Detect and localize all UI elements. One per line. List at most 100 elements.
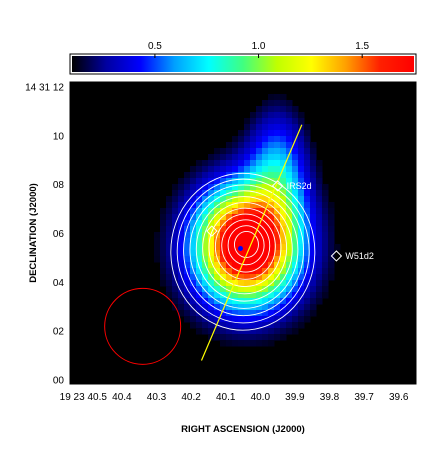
heatmap-cell (220, 334, 227, 341)
heatmap-cell (208, 304, 215, 311)
heatmap-cell (280, 328, 287, 335)
heatmap-cell (286, 232, 293, 239)
heatmap-cell (304, 208, 311, 215)
heatmap-cell (250, 232, 257, 239)
heatmap-cell (202, 328, 209, 335)
heatmap-cell (286, 178, 293, 185)
heatmap-cell (268, 154, 275, 161)
heatmap-cell (256, 340, 263, 347)
heatmap-cell (244, 322, 251, 329)
heatmap-cell (202, 238, 209, 245)
heatmap-cell (310, 238, 317, 245)
heatmap-cell (328, 202, 335, 209)
heatmap-cell (244, 130, 251, 137)
heatmap-cell (262, 280, 269, 287)
heatmap-cell (262, 328, 269, 335)
heatmap-cell (244, 214, 251, 221)
heatmap-cell (226, 340, 233, 347)
colorbar-tick-label: 1.0 (252, 41, 266, 52)
heatmap-cell (298, 238, 305, 245)
heatmap-cell (178, 214, 185, 221)
heatmap-cell (232, 340, 239, 347)
heatmap-cell (220, 298, 227, 305)
heatmap-cell (232, 286, 239, 293)
heatmap-cell (190, 184, 197, 191)
heatmap-cell (292, 286, 299, 293)
heatmap-cell (280, 214, 287, 221)
heatmap-cell (220, 280, 227, 287)
heatmap-cell (268, 250, 275, 257)
heatmap-cell (268, 100, 275, 107)
heatmap-cell (226, 298, 233, 305)
heatmap-cell (256, 286, 263, 293)
heatmap-cell (268, 106, 275, 113)
heatmap-cell (196, 310, 203, 317)
heatmap-cell (220, 148, 227, 155)
heatmap-cell (250, 142, 257, 149)
heatmap-cell (250, 334, 257, 341)
heatmap-cell (286, 250, 293, 257)
heatmap-cell (232, 220, 239, 227)
heatmap-cell (274, 94, 281, 101)
heatmap-cell (184, 214, 191, 221)
heatmap-cell (304, 190, 311, 197)
heatmap-cell (286, 202, 293, 209)
heatmap-cell (292, 112, 299, 119)
heatmap-cell (322, 280, 329, 287)
heatmap-cell (190, 214, 197, 221)
heatmap-cell (208, 274, 215, 281)
heatmap-cell (280, 334, 287, 341)
heatmap-cell (172, 280, 179, 287)
heatmap-cell (172, 226, 179, 233)
heatmap-cell (208, 226, 215, 233)
heatmap-cell (256, 304, 263, 311)
heatmap-cell (238, 316, 245, 323)
heatmap-cell (238, 274, 245, 281)
heatmap-cell (166, 244, 173, 251)
heatmap-cell (280, 154, 287, 161)
heatmap-cell (322, 292, 329, 299)
heatmap-cell (184, 184, 191, 191)
heatmap-cell (196, 256, 203, 263)
heatmap-cell (202, 250, 209, 257)
heatmap-cell (238, 304, 245, 311)
heatmap-cell (262, 226, 269, 233)
heatmap-cell (178, 298, 185, 305)
heatmap-cell (298, 142, 305, 149)
source-marker (206, 225, 218, 237)
heatmap-cell (310, 214, 317, 221)
heatmap-cell (250, 238, 257, 245)
heatmap-cell (202, 310, 209, 317)
peak-marker (237, 245, 243, 251)
heatmap-cell (256, 274, 263, 281)
heatmap-cell (250, 178, 257, 185)
heatmap-cell (244, 304, 251, 311)
heatmap-cell (298, 226, 305, 233)
heatmap-cell (268, 136, 275, 143)
heatmap-cell (274, 142, 281, 149)
heatmap-cell (286, 208, 293, 215)
heatmap-cell (292, 232, 299, 239)
heatmap-cell (202, 268, 209, 275)
heatmap-cell (292, 274, 299, 281)
heatmap-cell (220, 256, 227, 263)
heatmap-cell (208, 166, 215, 173)
heatmap-cell (190, 232, 197, 239)
heatmap-cell (328, 256, 335, 263)
heatmap-cell (244, 148, 251, 155)
heatmap-cell (238, 328, 245, 335)
heatmap-cell (250, 154, 257, 161)
heatmap-cell (172, 292, 179, 299)
heatmap-cell (286, 268, 293, 275)
heatmap-cell (244, 178, 251, 185)
heatmap-cell (316, 286, 323, 293)
heatmap-cell (232, 310, 239, 317)
heatmap-cell (292, 130, 299, 137)
heatmap-cell (292, 160, 299, 167)
contour-level (234, 231, 259, 258)
heatmap-cell (250, 214, 257, 221)
heatmap-cell (304, 250, 311, 257)
heatmap-cell (196, 262, 203, 269)
heatmap-cell (154, 250, 161, 257)
heatmap-cell (226, 322, 233, 329)
